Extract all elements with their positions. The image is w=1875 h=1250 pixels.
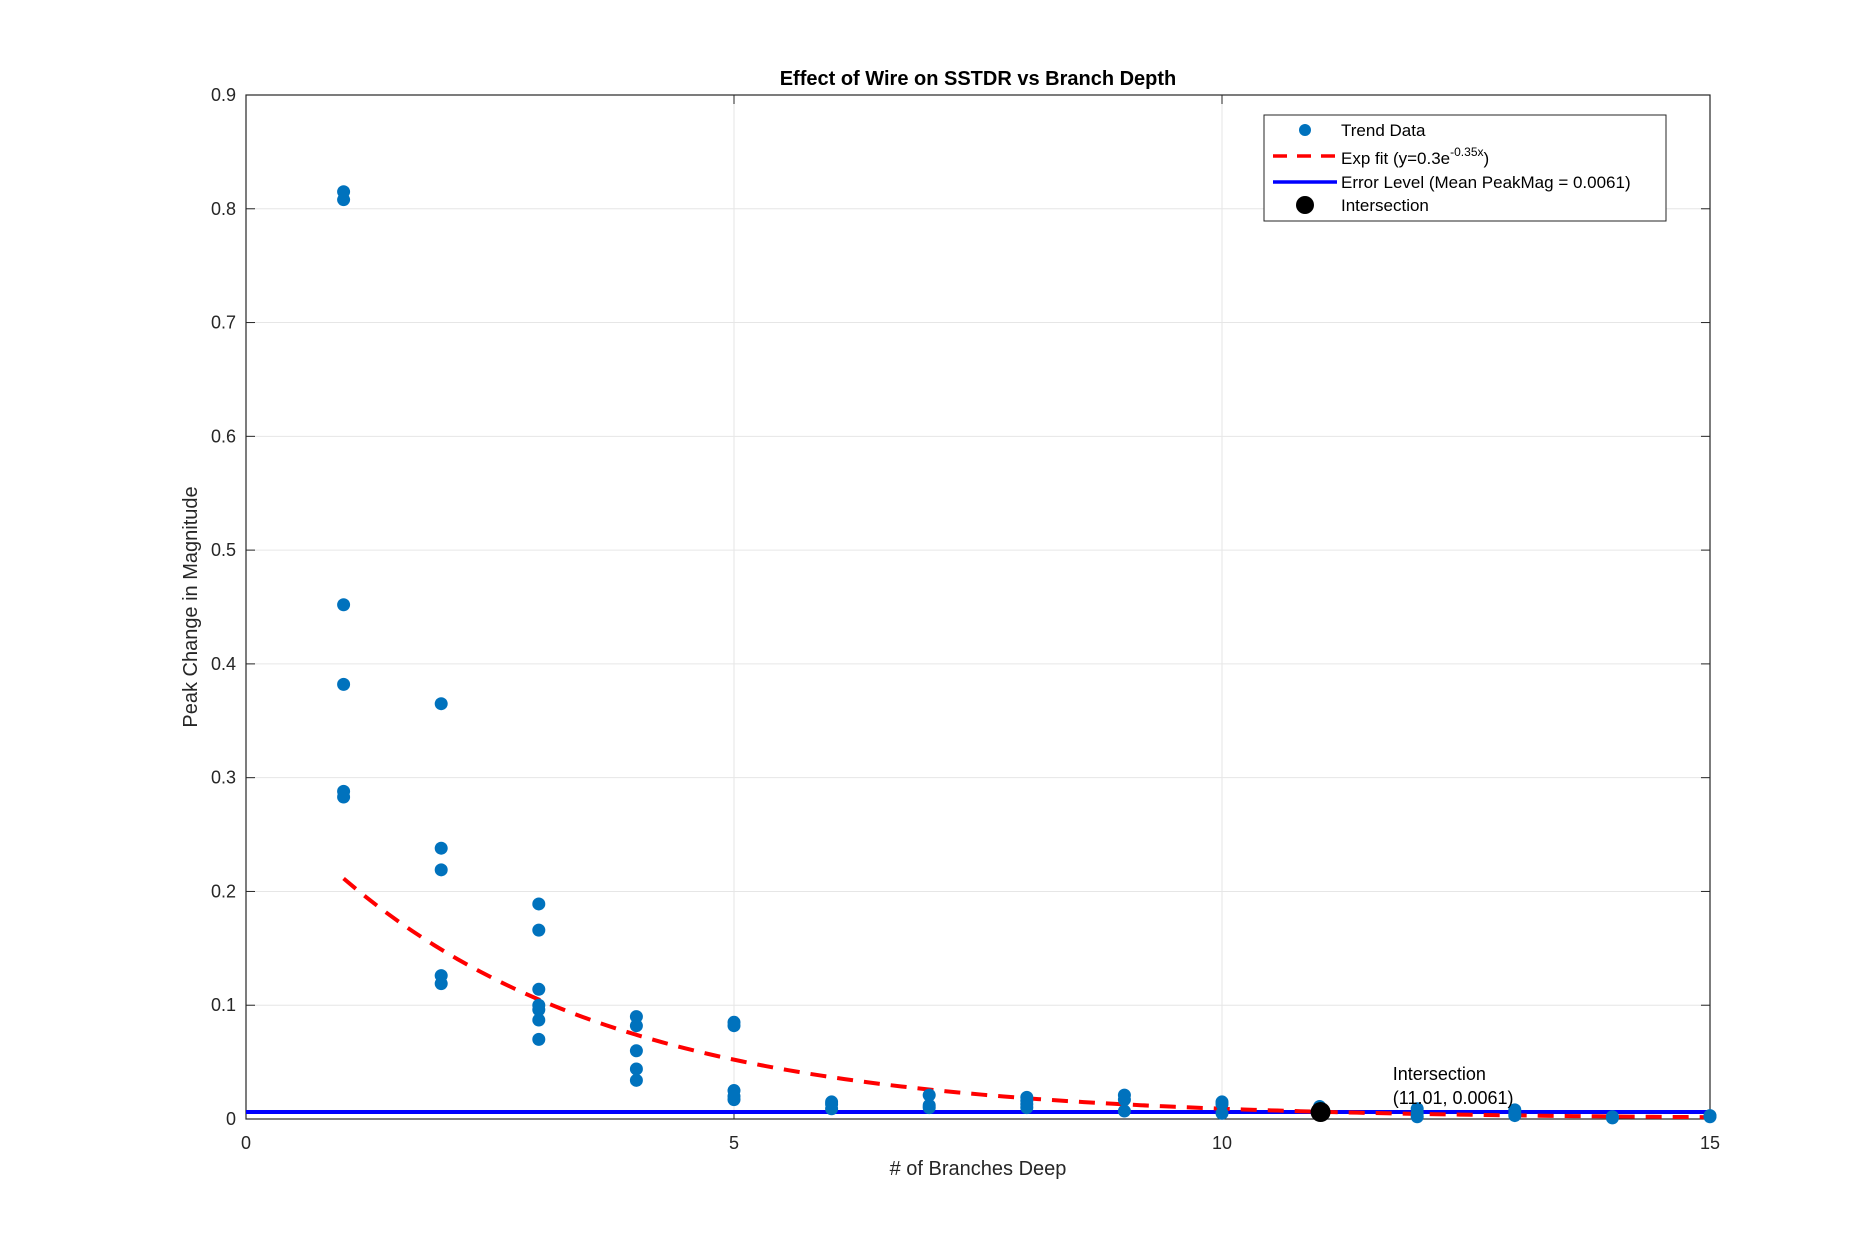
x-tick-label: 10 <box>1212 1133 1232 1153</box>
axes-box <box>245 94 1711 1120</box>
x-axis-label: # of Branches Deep <box>890 1158 1067 1180</box>
trend-data-point <box>532 982 546 996</box>
trend-data-point <box>532 1003 546 1017</box>
x-tick-label: 5 <box>729 1133 739 1153</box>
y-tick-label: 0.8 <box>211 199 236 219</box>
trend-data-point <box>1117 1104 1131 1118</box>
trend-data-point <box>629 1073 643 1087</box>
legend-fit-label-end: ) <box>1484 149 1490 168</box>
axes <box>245 94 1711 1120</box>
trend-data-point <box>629 1062 643 1076</box>
trend-data-point <box>629 1044 643 1058</box>
chart-title: Effect of Wire on SSTDR vs Branch Depth <box>780 68 1177 90</box>
trend-data-point <box>532 1032 546 1046</box>
y-tick-label: 0.1 <box>211 995 236 1015</box>
trend-data-point <box>727 1093 741 1107</box>
y-tick-label: 0.3 <box>211 768 236 788</box>
trend-data-point <box>1020 1101 1034 1115</box>
trend-data-point <box>434 697 448 711</box>
trend-data-point <box>1508 1109 1522 1123</box>
trend-data-point <box>1215 1097 1229 1111</box>
y-tick-label: 0.9 <box>211 85 236 105</box>
trend-data-point <box>825 1102 839 1116</box>
y-tick-label: 0.5 <box>211 540 236 560</box>
trend-data-point <box>532 897 546 911</box>
legend-fit-label: Exp fit (y=0.3e-0.35x) <box>1341 145 1489 168</box>
trend-data-point <box>629 1010 643 1024</box>
y-tick-label: 0.6 <box>211 426 236 446</box>
trend-data-point <box>434 841 448 855</box>
legend-trend-label: Trend Data <box>1341 121 1426 140</box>
annotation-line-2: (11.01, 0.0061) <box>1393 1088 1514 1108</box>
trend-data-point <box>337 677 351 691</box>
trend-data-point <box>1215 1106 1229 1120</box>
trend-data-point <box>434 977 448 991</box>
series-layer <box>246 185 1717 1125</box>
trend-data-point <box>922 1101 936 1115</box>
trend-data-point <box>337 193 351 207</box>
plot-area <box>246 95 1710 1119</box>
trend-data-point <box>1410 1110 1424 1124</box>
legend-error-label: Error Level (Mean PeakMag = 0.0061) <box>1341 173 1631 192</box>
annotation-line-1: Intersection <box>1393 1064 1486 1084</box>
legend-box <box>1263 114 1667 222</box>
x-tick-label: 0 <box>241 1133 251 1153</box>
trend-data-point <box>727 1019 741 1033</box>
trend-data-point <box>629 1019 643 1033</box>
x-tick-label: 15 <box>1700 1133 1720 1153</box>
trend-data-point <box>337 790 351 804</box>
legend-trend-marker <box>1299 124 1311 136</box>
trend-data-point <box>337 598 351 612</box>
trend-data-point <box>922 1088 936 1102</box>
y-axis-label: Peak Change in Magnitude <box>180 486 202 727</box>
trend-data-point <box>1605 1111 1619 1125</box>
trend-data-point <box>532 923 546 937</box>
trend-data-point <box>1117 1093 1131 1107</box>
trend-data-point <box>1703 1110 1717 1124</box>
trend-data-point <box>434 863 448 877</box>
y-tick-label: 0.7 <box>211 313 236 333</box>
tick-labels: 0 5 10 15 0 0.1 0.2 0.3 0.4 0.5 0.6 0.7 0.8 0.9 <box>211 85 1720 1153</box>
trend-data-point <box>532 1013 546 1027</box>
intersection-marker <box>1310 1102 1331 1123</box>
intersection-annotation: Intersection (11.01, 0.0061) <box>1393 1064 1514 1108</box>
y-tick-label: 0 <box>226 1109 236 1129</box>
legend-fit-label-main: Exp fit (y=0.3e <box>1341 149 1450 168</box>
legend-intersection-marker <box>1296 196 1314 214</box>
legend: Trend Data Exp fit (y=0.3e-0.35x) Error … <box>1263 114 1667 222</box>
y-tick-label: 0.4 <box>211 654 236 674</box>
legend-fit-label-sup: -0.35x <box>1450 145 1483 159</box>
y-tick-label: 0.2 <box>211 881 236 901</box>
legend-intersection-label: Intersection <box>1341 196 1429 215</box>
